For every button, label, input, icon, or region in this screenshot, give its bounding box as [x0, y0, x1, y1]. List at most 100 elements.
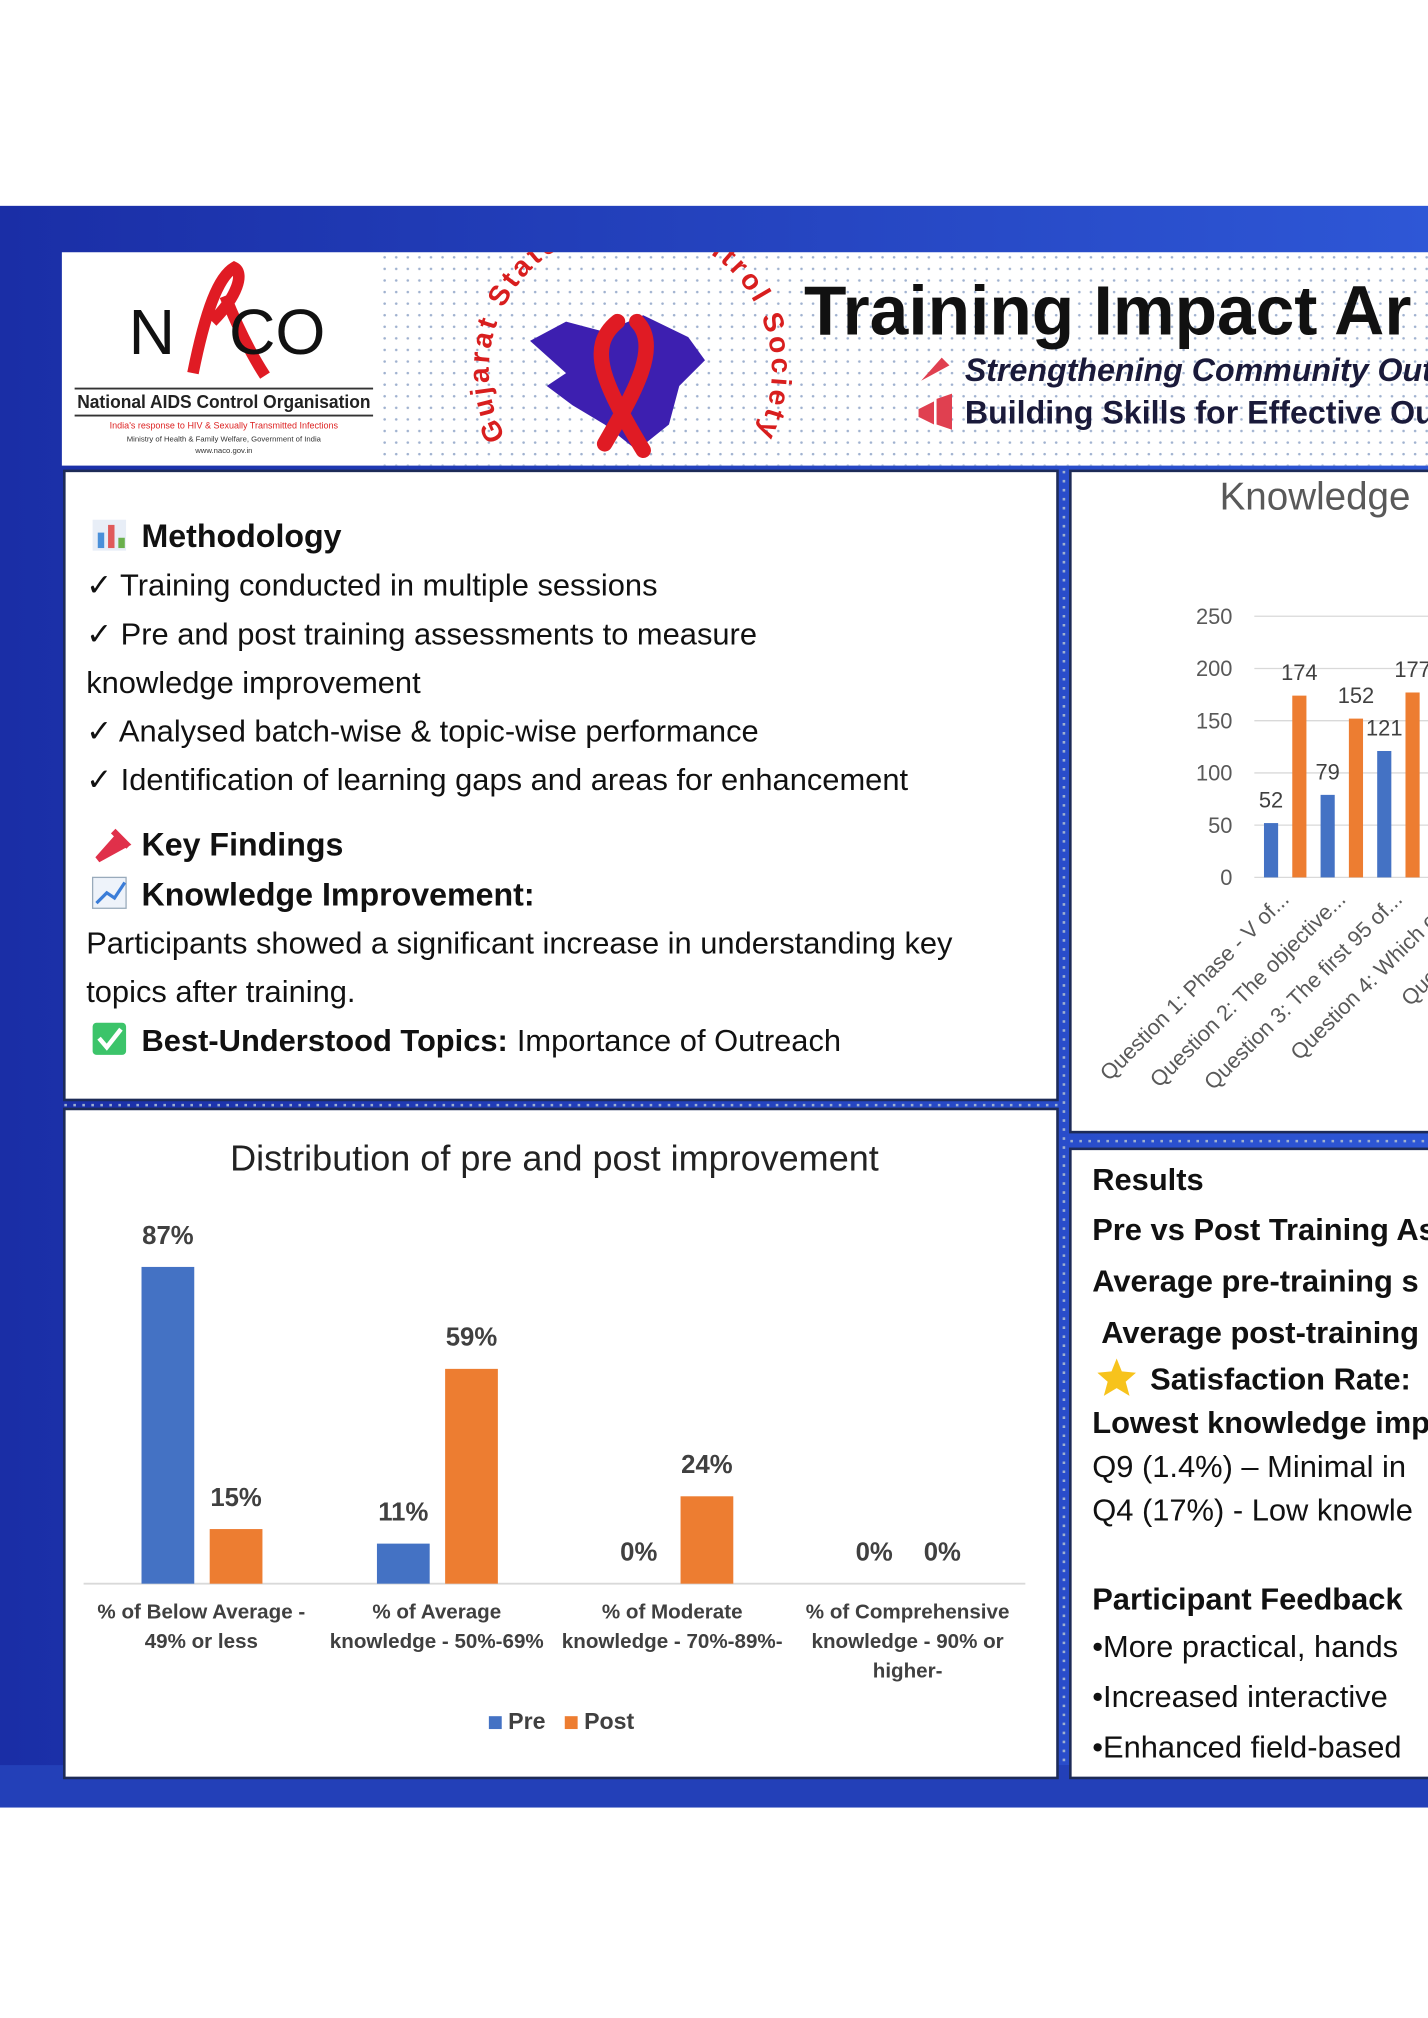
x-tick-label: % of Average knowledge - 50%-69% — [329, 1601, 544, 1654]
results-panel — [1069, 1147, 1428, 1780]
methodology-lines: ✓ Training conducted in multiple session… — [86, 568, 908, 798]
bar — [141, 1266, 195, 1584]
pin-icon — [95, 828, 132, 863]
bar — [1405, 692, 1420, 878]
text-panel — [63, 469, 1059, 1102]
x-tick-label: % of Moderate knowledge - 70%-89%- — [561, 1601, 783, 1654]
trend-icon — [91, 876, 127, 909]
value-label: 59% — [446, 1324, 498, 1352]
bar — [1348, 718, 1364, 878]
methodology-icon — [92, 519, 127, 551]
rocket-icon — [921, 357, 950, 381]
logo-name: National AIDS Control Organisation — [77, 391, 370, 412]
bar — [680, 1496, 734, 1584]
best-topics: Best-Understood Topics: Importance of Out… — [142, 1023, 842, 1058]
legend-label: Post — [584, 1708, 634, 1734]
feedback-heading: Participant Feedback — [1092, 1581, 1403, 1616]
findings-text: Participants showed a significant increa… — [86, 925, 953, 960]
value-label: 87% — [142, 1222, 194, 1250]
knowledge-panel — [1069, 469, 1428, 1134]
best-value: Importance of Outreach — [517, 1023, 841, 1058]
results-note: Q9 (1.4%) – Minimal in — [1092, 1449, 1406, 1484]
bar — [1377, 750, 1392, 878]
chart-title: Distribution of pre and post improvement — [230, 1138, 879, 1179]
y-tick-label: 250 — [1196, 604, 1232, 629]
star-icon — [1097, 1358, 1136, 1396]
y-tick-label: 100 — [1196, 761, 1232, 786]
value-label: 121 — [1366, 716, 1402, 741]
x-tick-label-box: % of Moderate knowledge - 70%-89%- — [561, 1601, 783, 1654]
results-line: Pre vs Post Training As — [1092, 1212, 1428, 1247]
results-note: Q4 (17%) - Low knowle — [1092, 1493, 1413, 1528]
value-label: 0% — [856, 1539, 893, 1567]
results-line: Satisfaction Rate: — [1150, 1361, 1411, 1396]
bar — [376, 1543, 430, 1584]
legend-swatch — [564, 1716, 578, 1730]
methodology-line: knowledge improvement — [86, 665, 421, 700]
bar — [1320, 794, 1335, 878]
legend-label: Pre — [508, 1708, 545, 1734]
methodology-line: ✓ Identification of learning gaps and ar… — [86, 762, 908, 797]
y-tick-label: 150 — [1196, 708, 1232, 733]
chart-title: Knowledge — [1220, 475, 1411, 518]
bar — [209, 1529, 263, 1584]
bar — [445, 1368, 498, 1584]
distribution-panel — [63, 1107, 1059, 1780]
methodology-line: ✓ Analysed batch-wise & topic-wise perfo… — [86, 714, 759, 749]
x-tick-label-box: % of Below Average - 49% or less — [97, 1601, 306, 1654]
y-tick-label: 200 — [1196, 656, 1232, 681]
value-label: 174 — [1281, 660, 1317, 685]
value-label: 11% — [378, 1498, 428, 1526]
logo-ribbon — [187, 261, 270, 379]
results: Results Pre vs Post Training As Average … — [1092, 1162, 1428, 1764]
methodology-heading: Methodology — [142, 518, 342, 554]
results-line: Average pre-training s — [1092, 1264, 1418, 1299]
methodology-line: ✓ Training conducted in multiple session… — [86, 568, 657, 603]
logo-tagline: India's response to HIV & Sexually Trans… — [110, 420, 339, 430]
findings-heading: Key Findings — [142, 827, 344, 863]
logo-ministry: Ministry of Health & Family Welfare, Gov… — [127, 434, 322, 443]
logo-url: www.naco.gov.in — [194, 446, 252, 455]
bar — [1263, 823, 1279, 878]
best-label: Best-Understood Topics: — [142, 1023, 508, 1058]
feedback-item: •Increased interactive — [1092, 1679, 1388, 1714]
legend-swatch — [488, 1716, 502, 1730]
x-tick-label-box: % of Comprehensive knowledge - 90% or hi… — [805, 1601, 1010, 1683]
methodology-line: ✓ Pre and post training assessments to m… — [86, 616, 757, 651]
bar — [1292, 695, 1307, 878]
x-tick-label: % of Comprehensive knowledge - 90% or hi… — [805, 1601, 1010, 1683]
subtitle: Strengthening Community Outr — [965, 352, 1428, 388]
value-label: 79 — [1315, 759, 1339, 784]
value-label: 152 — [1338, 683, 1374, 708]
title: Training Impact Ar — [804, 271, 1411, 349]
distribution-chart: Distribution of pre and post improvement… — [83, 1138, 1026, 1734]
results-heading: Results — [1092, 1162, 1203, 1197]
map — [530, 315, 705, 451]
header: N CO National AIDS Control Organisation … — [61, 252, 1428, 466]
results-line: Average post-training — [1101, 1315, 1419, 1350]
ribbon — [593, 313, 654, 458]
feedback-item: •More practical, hands — [1092, 1629, 1398, 1664]
findings-text: topics after training. — [86, 974, 355, 1009]
logo-n: N — [129, 296, 175, 368]
x-tick-label-box: % of Average knowledge - 50%-69% — [329, 1601, 544, 1654]
feedback-item: •Enhanced field-based — [1092, 1729, 1401, 1764]
x-tick-label: % of Below Average - 49% or less — [97, 1601, 306, 1654]
findings-subheading: Knowledge Improvement: — [142, 877, 535, 913]
y-tick-label: 50 — [1208, 813, 1232, 838]
subtitle: Building Skills for Effective Outr — [965, 394, 1428, 430]
results-line: Lowest knowledge imp — [1092, 1405, 1428, 1440]
value-label: 52 — [1259, 788, 1283, 813]
value-label: 177 — [1394, 657, 1428, 682]
value-label: 0% — [620, 1539, 657, 1567]
y-tick-label: 0 — [1220, 865, 1232, 890]
value-label: 0% — [924, 1539, 961, 1567]
megaphone-icon — [918, 393, 952, 430]
value-label: 15% — [210, 1484, 262, 1512]
value-label: 24% — [681, 1451, 733, 1479]
logo-co: CO — [229, 296, 325, 368]
check-icon — [92, 1022, 127, 1055]
